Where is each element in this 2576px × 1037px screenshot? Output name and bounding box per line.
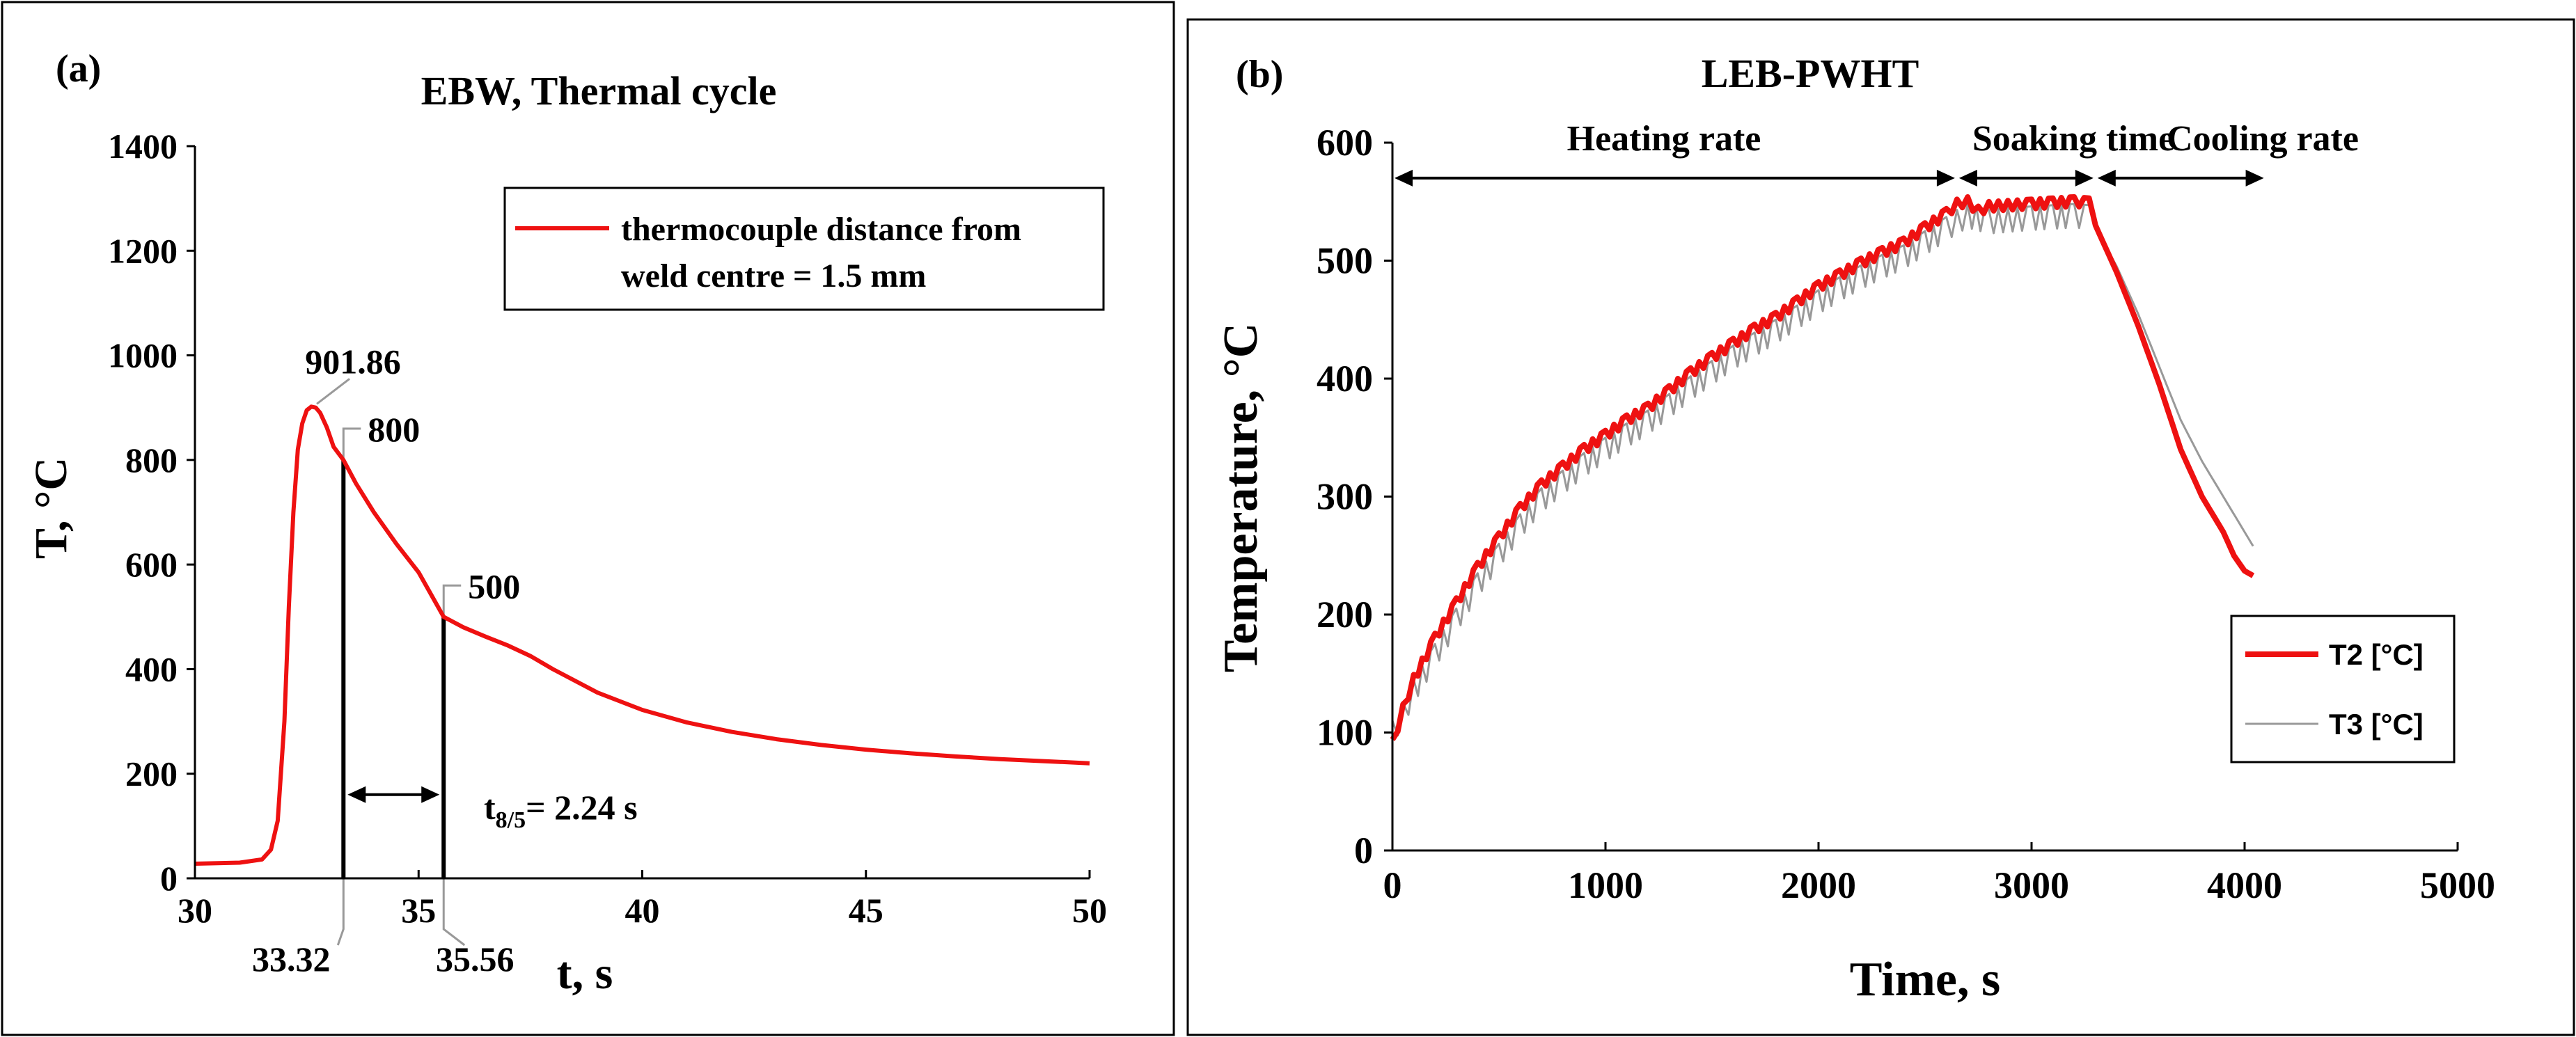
- y-tick-label: 1200: [108, 231, 178, 270]
- region-arrow-head-right: [2245, 169, 2264, 187]
- region-label: Cooling rate: [2167, 119, 2359, 159]
- panel-a-y-axis-title: T, °C: [26, 457, 77, 559]
- panel-a-thermal-cycle-chart: (a) EBW, Thermal cycle 0 200 400 600 800 1000…: [1, 1, 1175, 1036]
- legend-label-t2: T2 [°C]: [2329, 638, 2424, 671]
- x-tick-label: 4000: [2207, 864, 2282, 906]
- y-tick-label: 0: [1354, 830, 1373, 871]
- peak-value-label: 901.86: [305, 342, 401, 381]
- marker-bottom-label: 35.56: [436, 940, 515, 979]
- x-tick-label: 1000: [1568, 864, 1643, 906]
- y-tick-label: 300: [1317, 476, 1373, 518]
- panel-b-legend-box: [2230, 615, 2456, 763]
- interval-label-suffix: = 2.24 s: [526, 788, 637, 827]
- panel-a-label: (a): [56, 47, 101, 90]
- x-tick-label: 30: [178, 891, 212, 930]
- y-tick-label: 0: [160, 859, 178, 898]
- panel-a-title: EBW, Thermal cycle: [421, 68, 777, 113]
- panel-b-legend: T2 [°C] T3 [°C]: [2230, 615, 2456, 763]
- marker-top-label: 500: [468, 567, 520, 605]
- panel-b-frame: [1186, 18, 2575, 1036]
- y-tick-label: 600: [1317, 122, 1373, 164]
- panel-b-x-axis-title: Time, s: [1850, 953, 2001, 1006]
- region-arrow-head-left: [1958, 169, 1977, 187]
- peak-leader-line: [316, 378, 350, 405]
- y-tick-label: 500: [1317, 240, 1373, 282]
- y-tick-label: 100: [1317, 712, 1373, 754]
- x-tick-label: 0: [1383, 864, 1402, 906]
- region-arrow-head-right: [2075, 169, 2094, 187]
- panel-a-legend-box: [503, 187, 1105, 311]
- x-tick-label: 35: [401, 891, 436, 930]
- panel-a-annotations: 901.86 800 33.32 500 35.56 t8/5= 2.24 s: [252, 342, 638, 979]
- legend-label-line-2: weld centre = 1.5 mm: [621, 258, 926, 294]
- marker-top-leader: [342, 427, 361, 460]
- marker-bottom-leader: [442, 878, 466, 947]
- x-tick-label: 3000: [1994, 864, 2069, 906]
- region-label: Heating rate: [1567, 119, 1761, 159]
- x-tick-label: 2000: [1781, 864, 1856, 906]
- y-tick-label: 200: [1317, 594, 1373, 635]
- region-label: Soaking time: [1972, 119, 2174, 159]
- panel-a-x-axis-title: t, s: [557, 948, 613, 999]
- legend-label-t3: T3 [°C]: [2329, 708, 2424, 741]
- region-arrow-head-left: [1395, 169, 1413, 187]
- panel-b-title: LEB-PWHT: [1702, 51, 1919, 96]
- marker-bottom-label: 33.32: [252, 940, 331, 979]
- y-tick-label: 1400: [108, 127, 178, 166]
- interval-arrow-head-right: [421, 786, 440, 803]
- interval-label-subscript: 8/5: [496, 807, 526, 833]
- series-line-thermocouple: [194, 404, 1090, 866]
- interval-arrow-head-left: [347, 786, 366, 803]
- interval-label-prefix: t: [484, 788, 496, 827]
- panel-a-frame: [1, 1, 1175, 1036]
- x-tick-label: 5000: [2420, 864, 2495, 906]
- y-tick-label: 1000: [108, 336, 178, 375]
- region-arrow-head-left: [2097, 169, 2116, 187]
- x-tick-label: 40: [625, 891, 660, 930]
- legend-label-line-1: thermocouple distance from: [621, 211, 1021, 248]
- panel-b-y-axis: 0 100 200 300 400 500 600: [1317, 122, 1392, 871]
- y-tick-label: 800: [125, 441, 178, 480]
- panel-a-legend: thermocouple distance from weld centre =…: [503, 187, 1105, 311]
- y-tick-label: 200: [125, 754, 178, 793]
- series-line-t2: [1390, 194, 2255, 741]
- marker-top-label: 800: [368, 410, 420, 449]
- interval-label: t8/5= 2.24 s: [484, 788, 638, 833]
- marker-bottom-leader: [336, 878, 345, 946]
- y-tick-label: 600: [125, 545, 178, 584]
- panel-b-y-axis-title: Temperature, °C: [1214, 323, 1268, 672]
- panel-b-label: (b): [1236, 53, 1283, 96]
- panel-b-x-axis: 0 1000 2000 3000 4000 5000: [1383, 842, 2495, 906]
- y-tick-label: 400: [125, 649, 178, 688]
- y-tick-label: 400: [1317, 358, 1373, 399]
- x-tick-label: 50: [1072, 891, 1107, 930]
- marker-top-leader: [442, 584, 462, 617]
- panel-a-x-axis: 30 35 40 45 50: [178, 870, 1107, 930]
- panel-a-y-axis: 0 200 400 600 800 1000 1200 1400: [108, 127, 195, 898]
- x-tick-label: 45: [849, 891, 883, 930]
- panel-b-pwht-chart: (b) LEB-PWHT 0 100 200 300 400 500 600 0 1000 20…: [1186, 18, 2575, 1036]
- region-arrow-head-right: [1936, 169, 1955, 187]
